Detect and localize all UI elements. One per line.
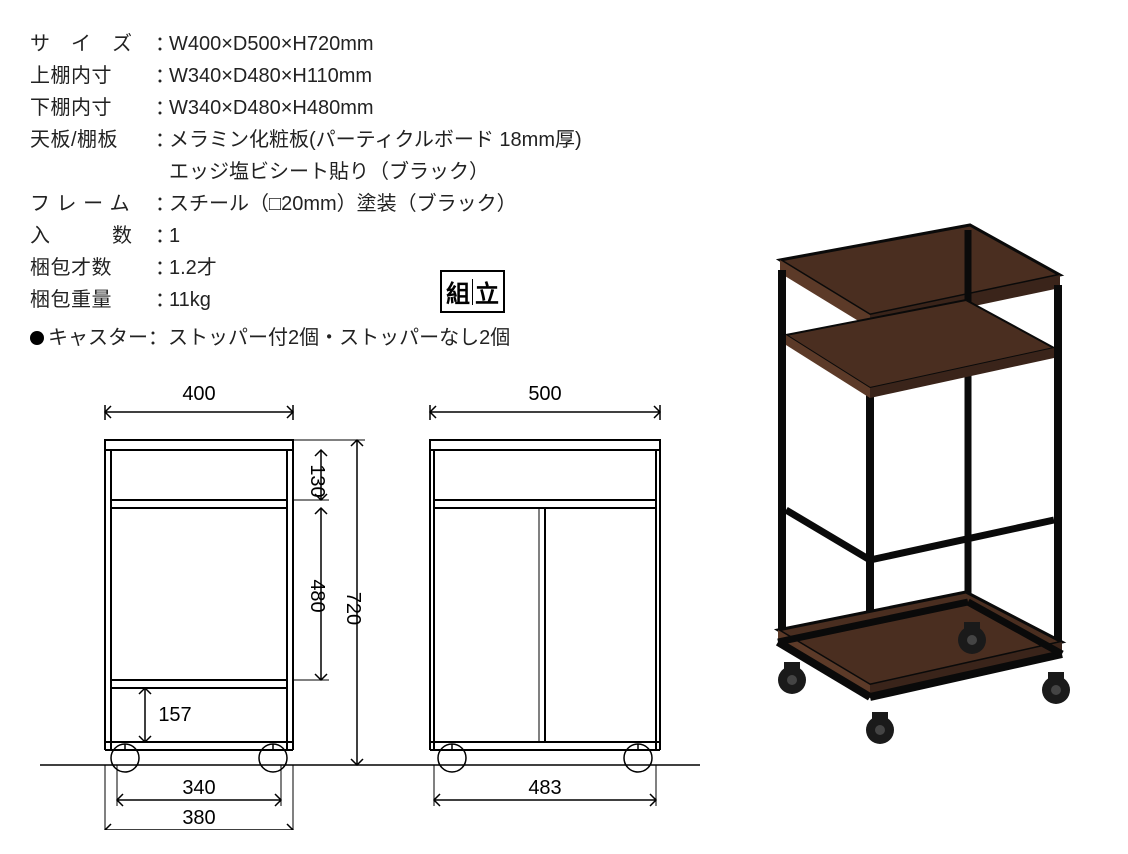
svg-text:157: 157 bbox=[158, 704, 191, 726]
spec-colon: ： bbox=[155, 252, 169, 284]
svg-text:720: 720 bbox=[342, 592, 364, 625]
spec-colon: ： bbox=[155, 220, 169, 252]
spec-value: W400×D500×H720mm bbox=[169, 28, 374, 60]
spec-colon: ： bbox=[155, 28, 169, 60]
spec-value: 11kg bbox=[169, 284, 211, 316]
spec-value: エッジ塩ビシート貼り（ブラック） bbox=[169, 156, 489, 188]
svg-text:380: 380 bbox=[182, 807, 215, 829]
svg-text:500: 500 bbox=[528, 383, 561, 405]
spec-row: 下棚内寸：W340×D480×H480mm bbox=[30, 92, 582, 124]
bullet-icon bbox=[30, 331, 44, 345]
assembly-badge: 組 立 bbox=[440, 270, 505, 313]
svg-text:340: 340 bbox=[182, 777, 215, 799]
spec-label: 梱包重量 bbox=[30, 284, 155, 316]
badge-divider bbox=[472, 279, 473, 305]
caster-label: キャスター bbox=[48, 322, 148, 354]
spec-label: フ レ ー ム bbox=[30, 188, 155, 220]
svg-text:483: 483 bbox=[528, 777, 561, 799]
spec-colon: ： bbox=[155, 60, 169, 92]
spec-colon: ： bbox=[155, 284, 169, 316]
product-photo bbox=[720, 170, 1090, 750]
assembly-t: 立 bbox=[475, 274, 499, 309]
spec-value: W340×D480×H480mm bbox=[169, 92, 374, 124]
assembly-k: 組 bbox=[446, 274, 470, 309]
technical-diagrams: 400 130 480 720 157 340 380 500 483 bbox=[30, 370, 710, 830]
spec-value: メラミン化粧板(パーティクルボード 18mm厚) bbox=[169, 124, 582, 156]
spec-value: 1.2才 bbox=[169, 252, 217, 284]
spec-label: サ イ ズ bbox=[30, 28, 155, 60]
spec-label: 入 数 bbox=[30, 220, 155, 252]
spec-value: スチール（□20mm）塗装（ブラック） bbox=[169, 188, 517, 220]
spec-row: 上棚内寸：W340×D480×H110mm bbox=[30, 60, 582, 92]
spec-row: サ イ ズ：W400×D500×H720mm bbox=[30, 28, 582, 60]
spec-row: エッジ塩ビシート貼り（ブラック） bbox=[30, 156, 582, 188]
diagram-svg: 400 130 480 720 157 340 380 500 483 bbox=[30, 370, 710, 830]
spec-label: 梱包才数 bbox=[30, 252, 155, 284]
render-svg bbox=[720, 170, 1090, 750]
spec-value: 1 bbox=[169, 220, 180, 252]
spec-row: フ レ ー ム：スチール（□20mm）塗装（ブラック） bbox=[30, 188, 582, 220]
spec-label: 天板/棚板 bbox=[30, 124, 155, 156]
caster-value: ストッパー付2個・ストッパーなし2個 bbox=[168, 322, 510, 354]
caster-spec: キャスター ： ストッパー付2個・ストッパーなし2個 bbox=[30, 322, 582, 354]
spec-colon: ： bbox=[148, 322, 168, 354]
spec-colon: ： bbox=[155, 188, 169, 220]
spec-colon: ： bbox=[155, 124, 169, 156]
spec-value: W340×D480×H110mm bbox=[169, 60, 372, 92]
svg-text:400: 400 bbox=[182, 383, 215, 405]
svg-text:480: 480 bbox=[306, 579, 328, 612]
svg-text:130: 130 bbox=[306, 464, 328, 497]
spec-row: 入 数：1 bbox=[30, 220, 582, 252]
spec-colon: ： bbox=[155, 92, 169, 124]
spec-label: 下棚内寸 bbox=[30, 92, 155, 124]
spec-row: 天板/棚板：メラミン化粧板(パーティクルボード 18mm厚) bbox=[30, 124, 582, 156]
spec-label: 上棚内寸 bbox=[30, 60, 155, 92]
